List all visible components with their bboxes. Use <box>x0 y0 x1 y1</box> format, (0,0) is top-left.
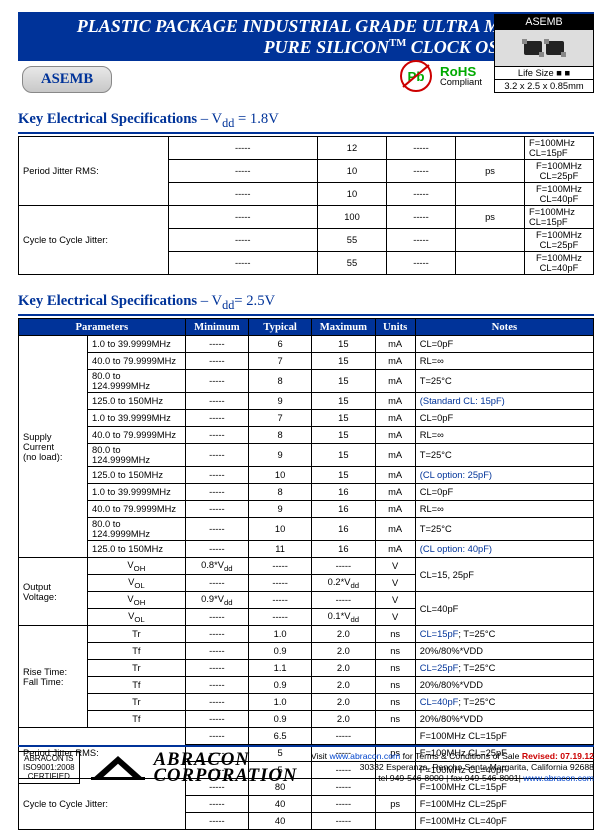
footer-address: Visit www.abracon.com for Terms & Condit… <box>311 751 594 783</box>
tm: TM <box>389 38 406 49</box>
chip-drawing <box>494 30 594 67</box>
link-site2[interactable]: www.abracon.com <box>523 773 594 783</box>
title-line2a: PURE SILICON <box>264 37 390 57</box>
part-tab: ASEMB <box>22 66 112 93</box>
footer: ABRACON ISISO9001:2008CERTIFIED ABRACONC… <box>18 745 594 784</box>
logo-icon <box>88 753 148 783</box>
dimensions: 3.2 x 2.5 x 0.85mm <box>494 80 594 93</box>
pb-free-icon: Pb <box>400 60 432 92</box>
logo-text: ABRACONCORPORATION <box>154 752 298 784</box>
badges: Pb RoHSCompliant <box>400 60 482 92</box>
sec1-title: Key Electrical Specifications – Vdd = 1.… <box>18 111 594 134</box>
logo: ABRACONCORPORATION <box>88 752 298 784</box>
pkg-label: ASEMB <box>494 14 594 30</box>
cert-box: ABRACON ISISO9001:2008CERTIFIED <box>18 751 80 784</box>
package-box: ASEMB Life Size ■ ■ 3.2 x 2.5 x 0.85mm <box>494 14 594 93</box>
rohs-badge: RoHSCompliant <box>440 65 482 88</box>
sec2-title: Key Electrical Specifications – Vdd= 2.5… <box>18 293 594 316</box>
link-site[interactable]: www.abracon.com <box>330 751 401 761</box>
table-18v: Period Jitter RMS:-----12-----F=100MHz C… <box>18 136 594 275</box>
life-size: Life Size ■ ■ <box>494 67 594 80</box>
